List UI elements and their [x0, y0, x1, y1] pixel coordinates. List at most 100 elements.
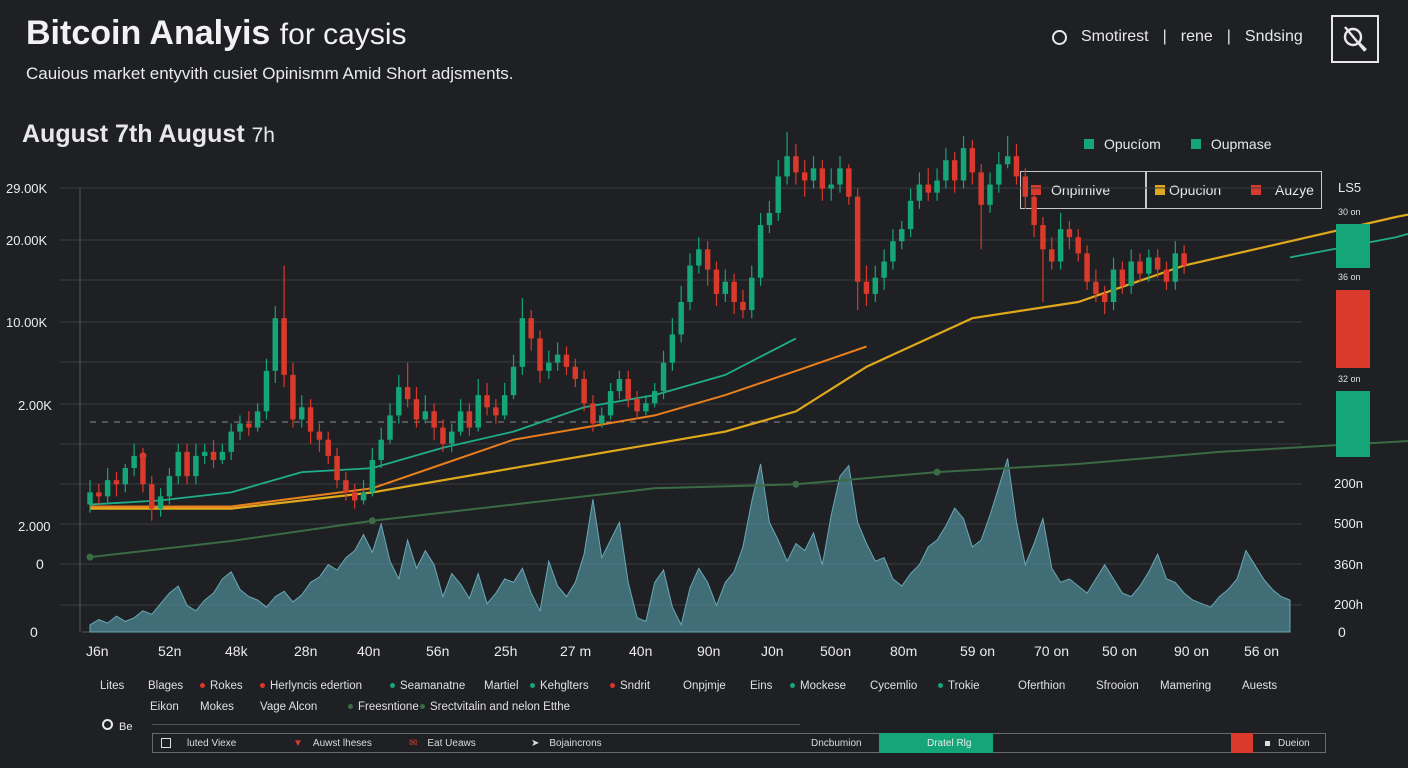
candle-up: [651, 391, 658, 404]
legend-label: Auzye: [1275, 182, 1314, 198]
right-tick-label: 360n: [1334, 557, 1363, 572]
ma-gold-line: [90, 213, 1408, 510]
legend-entry[interactable]: Rokes: [200, 680, 243, 692]
legend-entry[interactable]: Herlyncis edertion: [260, 680, 362, 692]
x-tick-label: 50 on: [1102, 643, 1138, 659]
no-search-button[interactable]: [1331, 15, 1379, 63]
footer-green-block[interactable]: Dratel Rlg: [879, 733, 993, 753]
legend-entry[interactable]: Trokie: [938, 680, 980, 692]
candle-up: [722, 281, 729, 294]
header-nav: Smotirest | rene | Sndsing: [1052, 28, 1303, 46]
candle-down: [528, 318, 534, 339]
footer-item[interactable]: ➤ Bojaincrons: [531, 738, 602, 749]
x-tick-label: 90n: [697, 643, 721, 659]
right-tick-label: 200n: [1334, 476, 1363, 491]
candle-down: [801, 172, 808, 181]
legend-entry-label: Cycemlio: [870, 680, 918, 692]
x-tick-label: 48k: [225, 643, 248, 659]
nav-separator: |: [1226, 28, 1231, 45]
legend-item-auzye[interactable]: Auzye: [1251, 182, 1314, 198]
legend-entry[interactable]: Blages: [148, 680, 183, 692]
candle-down: [625, 378, 631, 400]
footer-label: Eat Ueaws: [427, 738, 476, 749]
candle-down: [316, 431, 323, 440]
legend-entry[interactable]: Freesntione: [348, 701, 419, 713]
candle-down: [281, 318, 287, 375]
legend-item-onpimive[interactable]: Onpimive: [1031, 182, 1110, 198]
date-range-suffix: 7h: [251, 124, 275, 147]
legend-entry-label: Eins: [750, 680, 773, 692]
candle-down: [581, 378, 587, 404]
circle-icon[interactable]: [1052, 29, 1067, 45]
y-tick-label: 0: [30, 624, 38, 640]
candle-down: [440, 427, 446, 444]
legend-entry[interactable]: Oferthion: [1018, 680, 1065, 692]
legend-item-opuciom[interactable]: Opucíom: [1084, 136, 1161, 152]
candle-up: [837, 168, 843, 185]
nav-item-rene[interactable]: rene: [1180, 28, 1213, 45]
x-tick-label: 59 on: [960, 643, 996, 659]
candle-down: [334, 455, 340, 481]
legend-entry[interactable]: Mokes: [200, 701, 234, 713]
candle-up: [369, 459, 376, 493]
legend-entry[interactable]: Lites: [100, 680, 124, 692]
candle-up: [1146, 257, 1152, 274]
legend-entry-label: Sfrooion: [1096, 680, 1139, 692]
legend-entry[interactable]: Martiel: [484, 680, 519, 692]
candle-down: [1013, 156, 1020, 177]
legend-entry[interactable]: Eikon: [150, 701, 179, 713]
legend-entry[interactable]: Sfrooion: [1096, 680, 1139, 692]
legend-item-opucion[interactable]: Opucion: [1155, 182, 1221, 198]
nav-item-smotirest[interactable]: Smotirest: [1081, 28, 1149, 45]
candle-up: [122, 468, 129, 485]
candle-up: [810, 168, 817, 181]
legend-entry[interactable]: Srectvitalin and nelon Etthe: [420, 701, 570, 713]
legend-box: Onpimive Opucion Auzye: [1020, 171, 1322, 209]
x-tick-label: J0n: [761, 643, 784, 659]
footer-item[interactable]: ▼ Auwst lheses: [293, 738, 372, 749]
side-panel-bar-label: 36 on: [1338, 272, 1361, 282]
side-panel-bar-label: 30 on: [1338, 207, 1361, 217]
legend-item-oupmase[interactable]: Oupmase: [1190, 136, 1272, 152]
legend-extra: Be: [102, 719, 132, 733]
legend-entry[interactable]: Mockese: [790, 680, 846, 692]
candle-down: [951, 160, 958, 181]
ma-orange-line: [90, 345, 867, 508]
nav-item-sndsing[interactable]: Sndsing: [1244, 28, 1303, 45]
legend-label: Oupmase: [1210, 136, 1272, 152]
legend-swatch: [1084, 139, 1094, 149]
x-tick-label: 50on: [820, 643, 852, 659]
legend-entry[interactable]: Auests: [1242, 680, 1277, 692]
candle-up: [396, 387, 402, 416]
legend-extra-label: Be: [119, 721, 133, 733]
candle-down: [210, 451, 217, 460]
footer-red-block[interactable]: [1231, 733, 1253, 753]
wifi-icon: ▼: [293, 738, 303, 749]
legend-entry-label: Lites: [100, 680, 125, 692]
legend-entry[interactable]: Eins: [750, 680, 772, 692]
footer-end-label: Dueion: [1278, 738, 1310, 749]
candle-up: [201, 451, 208, 456]
footer-item[interactable]: ✉ Eat Ueaws: [409, 738, 476, 749]
legend-entry[interactable]: Vage Alcon: [260, 701, 317, 713]
candle-down: [1163, 269, 1170, 282]
legend-entry[interactable]: Kehglters: [530, 680, 589, 692]
legend-entry[interactable]: Cycemlio: [870, 680, 917, 692]
candle-up: [299, 407, 305, 420]
candle-down: [113, 480, 120, 485]
legend-entry[interactable]: Seamanatne: [390, 680, 465, 692]
candle-up: [175, 451, 181, 477]
candle-down: [731, 281, 737, 302]
candle-down: [590, 403, 596, 424]
volume-area: [89, 458, 1291, 633]
footer-item[interactable]: luted Viexe: [161, 738, 236, 749]
candle-up: [387, 415, 393, 440]
footer-end-item[interactable]: Dueion: [1265, 738, 1310, 749]
candle-down: [634, 399, 640, 412]
legend-entry-label: Oferthion: [1018, 680, 1066, 692]
legend-entry-label: Mokes: [200, 701, 234, 713]
legend-entry[interactable]: Onpjmje: [683, 680, 726, 692]
legend-entry[interactable]: Sndrit: [610, 680, 650, 692]
legend-entry[interactable]: Mamering: [1160, 680, 1211, 692]
x-tick-label: 40n: [357, 643, 381, 659]
